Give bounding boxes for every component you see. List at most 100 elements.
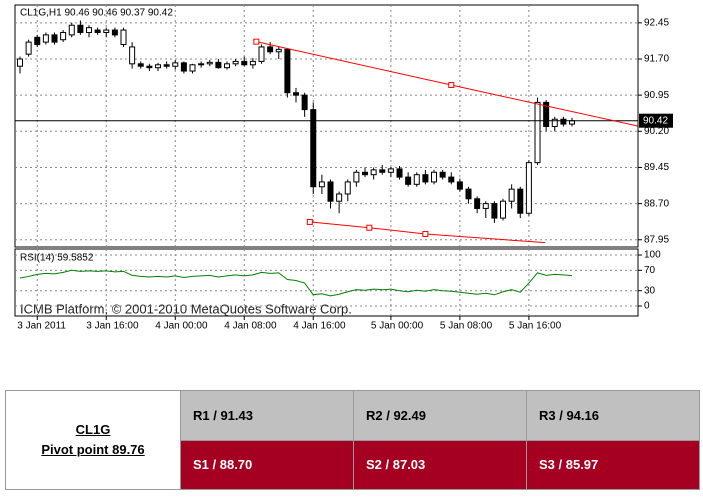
candle-body	[448, 176, 455, 183]
candle-body	[431, 171, 438, 183]
y-tick-label: 70	[644, 265, 656, 276]
y-tick-label: 30	[644, 285, 656, 296]
x-tick-label: 4 Jan 08:00	[224, 321, 277, 332]
candle-body	[249, 60, 256, 66]
y-tick-label: 88.70	[644, 198, 669, 209]
candle-body	[68, 24, 75, 36]
candle-body	[189, 64, 196, 72]
x-tick-label: 4 Jan 00:00	[155, 321, 208, 332]
candle-body	[500, 200, 507, 219]
support: S1 / 88.70	[180, 439, 354, 490]
rsi-panel	[14, 248, 639, 317]
candle-body	[456, 181, 463, 190]
resistance: R3 / 94.16	[526, 390, 700, 441]
candle-body	[267, 46, 274, 53]
candle-body	[310, 109, 317, 188]
y-tick-label: 89.45	[644, 162, 669, 173]
trendline-marker	[366, 224, 373, 231]
candle-body	[284, 48, 291, 94]
candle-body	[318, 181, 325, 188]
x-tick-label: 5 Jan 00:00	[371, 321, 424, 332]
candle-body	[241, 60, 248, 66]
trendline-marker	[422, 230, 429, 237]
candle-body	[17, 58, 24, 67]
x-tick-label: 3 Jan 16:00	[86, 321, 139, 332]
chart-title: CL1G,H1 90.46 90.46 90.37 90.42	[20, 8, 173, 19]
candle-body	[180, 62, 187, 72]
candle-body	[517, 188, 524, 214]
candle-body	[77, 24, 84, 33]
trendline-marker	[253, 38, 260, 45]
candle-body	[569, 120, 576, 125]
trendline-marker	[448, 82, 455, 89]
candle-body	[474, 198, 481, 209]
candle-body	[543, 101, 550, 127]
candle-body	[379, 169, 386, 173]
trendline-marker	[306, 218, 313, 225]
candle-body	[439, 171, 446, 178]
last-price-box	[639, 113, 673, 128]
resistance: R2 / 92.49	[353, 390, 527, 441]
x-tick-label: 5 Jan 08:00	[440, 321, 493, 332]
last-price-label: 90.42	[643, 115, 668, 126]
candle-body	[336, 193, 343, 202]
candle-body	[560, 118, 567, 125]
watermark: ICMB Platform, © 2001-2010 MetaQuotes So…	[20, 301, 352, 316]
candle-body	[413, 174, 420, 185]
candle-body	[525, 162, 532, 214]
candle-body	[215, 61, 222, 69]
candle-body	[42, 34, 49, 43]
candle-body	[206, 61, 213, 65]
candle-body	[491, 203, 498, 219]
y-tick-label: 87.95	[644, 234, 669, 245]
support: S2 / 87.03	[353, 439, 527, 490]
candle-body	[301, 94, 308, 111]
rsi-line	[19, 269, 573, 297]
candle-body	[344, 181, 351, 195]
candle-body	[137, 63, 144, 67]
candle-body	[111, 29, 118, 36]
candle-body	[163, 64, 170, 67]
support: S3 / 85.97	[526, 439, 700, 490]
candle-body	[34, 36, 41, 46]
candle-body	[482, 203, 489, 209]
candle-body	[405, 176, 412, 185]
candle-body	[129, 46, 136, 65]
y-tick-label: 92.45	[644, 17, 669, 28]
candle-body	[232, 60, 239, 65]
rsi-title: RSI(14) 59.5852	[20, 253, 94, 264]
candle-body	[172, 62, 179, 67]
candle-body	[353, 171, 360, 183]
y-tick-label: 90.95	[644, 90, 669, 101]
x-tick-label: 3 Jan 2011	[17, 321, 66, 332]
x-tick-label: 5 Jan 16:00	[509, 321, 562, 332]
resistance: R1 / 91.43	[180, 390, 354, 441]
price-panel	[14, 4, 639, 248]
y-tick-label: 100	[644, 250, 661, 261]
candle-body	[224, 63, 231, 69]
candle-body	[275, 48, 282, 53]
candle-body	[86, 27, 93, 33]
candle-body	[293, 92, 300, 96]
candle-body	[422, 174, 429, 183]
y-tick-label: 90.20	[644, 126, 669, 137]
pivot: Pivot point 89.76	[41, 442, 145, 457]
candle-body	[198, 63, 205, 66]
candle-body	[258, 46, 265, 62]
candle-body	[155, 64, 162, 69]
y-tick-label: 0	[644, 301, 650, 312]
candle-body	[534, 101, 541, 164]
candle-body	[60, 31, 67, 41]
candle-body	[370, 169, 377, 176]
candle-body	[396, 168, 403, 178]
candle-body	[551, 118, 558, 127]
candle-body	[103, 29, 110, 33]
symbol: CL1G	[75, 422, 111, 437]
candle-body	[508, 188, 515, 202]
candle-body	[25, 41, 32, 55]
trendline	[309, 221, 546, 244]
candle-body	[362, 171, 369, 176]
pivot-table: CL1G Pivot point 89.76 R1 / 91.43 R2 / 92…	[5, 390, 700, 490]
candle-body	[327, 181, 334, 202]
